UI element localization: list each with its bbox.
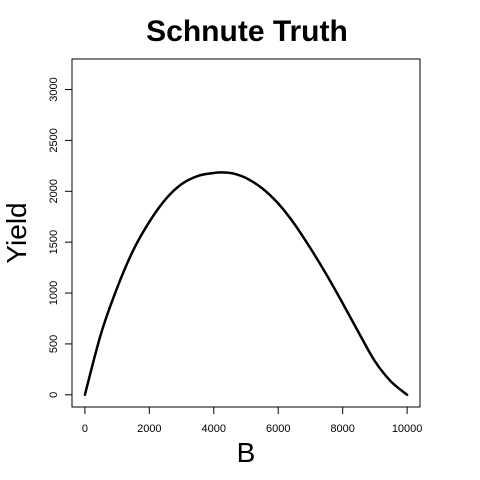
y-tick-label: 2500 (48, 128, 60, 152)
series-line-0 (83, 171, 409, 397)
x-tick-label: 0 (82, 423, 88, 435)
y-tick-label: 1500 (48, 230, 60, 254)
x-tick-label: 8000 (330, 423, 354, 435)
x-tick-label: 10000 (392, 423, 423, 435)
series-layer (83, 171, 409, 397)
plot-area-frame (71, 58, 421, 408)
x-axis: 0 2000 4000 6000 8000 10000 (82, 406, 423, 435)
y-tick-label: 500 (48, 335, 60, 353)
y-tick-label: 1000 (48, 281, 60, 305)
y-axis-label: Yield (1, 202, 32, 263)
x-tick-label: 2000 (137, 423, 161, 435)
y-tick-label: 0 (48, 392, 60, 398)
x-tick-label: 4000 (202, 423, 226, 435)
y-tick-label: 2000 (48, 179, 60, 203)
y-axis: 0 500 1000 1500 2000 2500 3000 (48, 77, 73, 398)
chart-title: Schnute Truth (146, 15, 348, 48)
y-tick-label: 3000 (48, 77, 60, 101)
x-axis-label: B (237, 437, 256, 468)
x-tick-label: 6000 (266, 423, 290, 435)
